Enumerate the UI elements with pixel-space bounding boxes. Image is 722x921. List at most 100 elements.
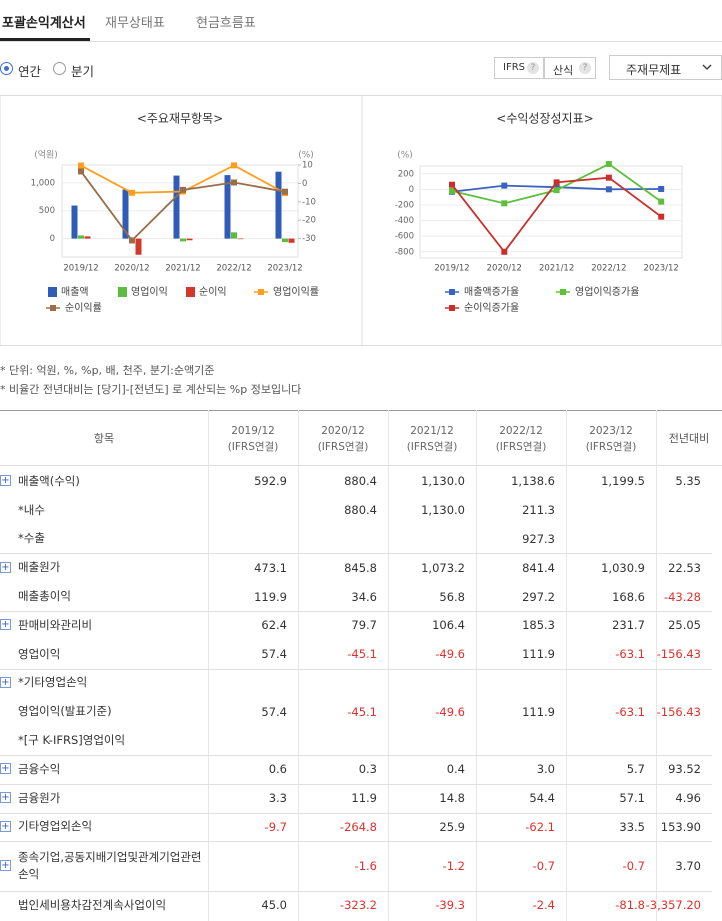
bar — [186, 238, 193, 241]
expand-button[interactable]: + — [0, 677, 11, 688]
cell-value: -9.7 — [264, 819, 287, 834]
legend-label: 순이익률 — [65, 302, 102, 314]
y-tick-label: 0 — [50, 234, 55, 244]
button-label: IFRS — [503, 62, 525, 73]
cell-value: 79.7 — [351, 618, 377, 633]
x-tick-label: 2021/12 — [539, 264, 574, 274]
tab[interactable]: 현금흐름표 — [196, 16, 256, 31]
legend-label: 매출액증가율 — [464, 286, 519, 298]
tab-underline — [0, 38, 90, 41]
select[interactable]: 주재무제표 — [609, 55, 722, 80]
x-tick-label: 2023/12 — [267, 264, 302, 274]
cell-value: 56.8 — [439, 589, 465, 604]
x-tick-label: 2022/12 — [216, 264, 251, 274]
row-separator — [0, 891, 712, 893]
expand-button[interactable]: + — [0, 561, 11, 573]
point — [282, 188, 288, 195]
y2-tick-label: 0 — [302, 179, 307, 189]
expand-button[interactable]: + — [0, 619, 11, 631]
legend-swatch — [186, 287, 195, 297]
legend-swatch — [560, 289, 566, 295]
legend-swatch — [118, 287, 127, 297]
radio-label[interactable]: 연간 — [18, 64, 42, 79]
cell-value: -1.6 — [354, 859, 377, 874]
cell-value: 62.4 — [261, 618, 287, 633]
cell-value: 111.9 — [522, 647, 555, 662]
cell-value: 0.3 — [358, 762, 377, 777]
cell-value: 185.3 — [522, 618, 555, 633]
cell-value: 5.35 — [675, 474, 701, 489]
header-date: 2019/12 — [231, 425, 275, 437]
chevron — [702, 64, 712, 70]
bar — [135, 238, 142, 255]
row-label: *[구 K-IFRS]영업이익 — [18, 733, 126, 748]
legend-label: 영업이익 — [131, 285, 168, 298]
cell-value: -3,357.20 — [645, 898, 701, 913]
y2-tick-label: -10 — [302, 197, 316, 207]
radio-label[interactable]: 분기 — [71, 64, 95, 79]
x-tick-label: 2019/12 — [434, 264, 469, 274]
plot-area — [419, 165, 683, 259]
cell-value: -323.2 — [339, 898, 377, 913]
cell-value: 927.3 — [522, 531, 555, 546]
legend-swatch — [449, 289, 455, 295]
radio-selected[interactable] — [0, 62, 13, 75]
row-separator — [0, 668, 712, 670]
chart-title: <수익성장성지표> — [496, 112, 593, 126]
point — [129, 189, 135, 196]
axis-unit: (억원) — [34, 149, 58, 161]
x-tick-label: 2022/12 — [591, 264, 626, 274]
point — [180, 186, 186, 193]
x-tick-label: 2021/12 — [165, 264, 200, 274]
y-tick-label: -400 — [395, 216, 414, 226]
y-tick-label: -600 — [395, 232, 414, 242]
axis-unit: (%) — [397, 151, 413, 161]
cell-value: -45.1 — [347, 647, 377, 662]
y2-tick-label: -20 — [302, 216, 316, 226]
cell-value: -264.8 — [339, 819, 377, 834]
x-tick-label: 2020/12 — [487, 264, 522, 274]
cell-value: 14.8 — [439, 791, 465, 806]
point — [129, 237, 135, 244]
y-tick-label: 200 — [398, 169, 414, 179]
cell-value: 1,073.2 — [421, 560, 465, 575]
row-separator — [0, 841, 712, 843]
cell-value: 54.4 — [529, 791, 555, 806]
y-tick-label: 500 — [39, 206, 55, 216]
cell-value: 0.4 — [446, 762, 465, 777]
button[interactable]: 산식 ? — [544, 57, 596, 79]
x-tick-label: 2019/12 — [63, 264, 98, 274]
expand-button[interactable]: + — [0, 860, 11, 872]
legend-label: 순이익 — [199, 286, 227, 298]
row-label: 법인세비용차감전계속사업이익 — [18, 897, 167, 912]
row-separator — [0, 611, 712, 612]
cell-value: -49.6 — [435, 647, 465, 662]
legend-swatch — [258, 289, 264, 295]
expand-button[interactable]: + — [0, 475, 11, 487]
expand-button[interactable]: + — [0, 792, 11, 804]
row-label: 매출액(수익) — [18, 473, 80, 488]
cell-value: 111.9 — [522, 704, 555, 719]
help-icon[interactable]: ? — [527, 62, 539, 74]
cell-value: 45.0 — [261, 898, 287, 913]
cell-value: 880.4 — [344, 503, 377, 518]
row-separator — [0, 755, 712, 756]
tab[interactable]: 포괄손익계산서 — [2, 16, 86, 31]
cell-value: 57.4 — [261, 704, 287, 719]
cell-value: 3.0 — [536, 762, 555, 777]
expand-button[interactable]: + — [0, 763, 11, 775]
header-date: 2021/12 — [410, 425, 454, 437]
row-label: 판매비와관리비 — [18, 617, 93, 632]
cell-value: -63.1 — [615, 704, 645, 719]
button[interactable]: IFRS ? — [494, 57, 544, 79]
expand-button[interactable]: + — [0, 821, 11, 832]
radio[interactable] — [53, 62, 66, 75]
cell-value: 93.52 — [668, 762, 701, 777]
column-line — [656, 410, 657, 921]
legend-label: 순이익증가율 — [464, 302, 519, 314]
help-icon[interactable]: ? — [579, 62, 591, 74]
tab[interactable]: 재무상태표 — [105, 16, 165, 31]
cell-value: -2.4 — [532, 898, 555, 913]
point — [605, 174, 612, 181]
